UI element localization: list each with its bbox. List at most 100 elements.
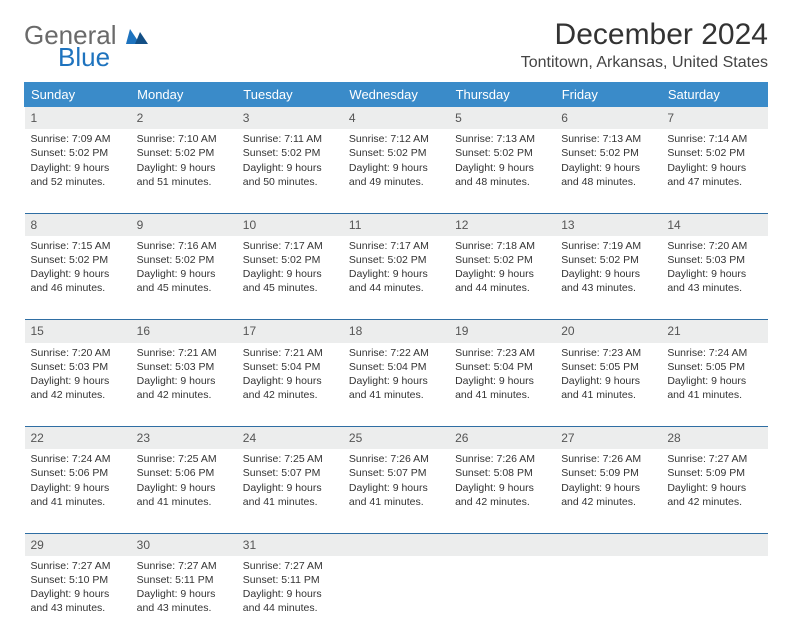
day-body-cell: Sunrise: 7:17 AMSunset: 5:02 PMDaylight:…	[237, 236, 343, 320]
sunrise-text: Sunrise: 7:10 AM	[137, 132, 231, 146]
weekday-header: Friday	[555, 83, 661, 107]
sunset-text: Sunset: 5:02 PM	[243, 146, 337, 160]
sunrise-text: Sunrise: 7:23 AM	[561, 346, 655, 360]
page-header: General Blue December 2024 Tontitown, Ar…	[24, 18, 768, 72]
day-body-row: Sunrise: 7:09 AMSunset: 5:02 PMDaylight:…	[25, 129, 768, 213]
day-body-cell: Sunrise: 7:16 AMSunset: 5:02 PMDaylight:…	[131, 236, 237, 320]
day-body-cell: Sunrise: 7:17 AMSunset: 5:02 PMDaylight:…	[343, 236, 449, 320]
day-number-cell: 7	[661, 107, 767, 130]
day-number-cell	[555, 533, 661, 556]
day-body-cell: Sunrise: 7:14 AMSunset: 5:02 PMDaylight:…	[661, 129, 767, 213]
sunset-text: Sunset: 5:09 PM	[667, 466, 761, 480]
day-body-cell	[343, 556, 449, 640]
day-number-cell: 3	[237, 107, 343, 130]
weekday-header: Wednesday	[343, 83, 449, 107]
daylight-text: Daylight: 9 hours and 51 minutes.	[137, 161, 231, 189]
daylight-text: Daylight: 9 hours and 42 minutes.	[561, 481, 655, 509]
day-body-cell	[449, 556, 555, 640]
day-number-cell: 2	[131, 107, 237, 130]
daylight-text: Daylight: 9 hours and 43 minutes.	[31, 587, 125, 615]
logo-mark-icon	[126, 26, 148, 44]
day-number-cell: 29	[25, 533, 131, 556]
day-number-cell: 16	[131, 320, 237, 343]
sunset-text: Sunset: 5:09 PM	[561, 466, 655, 480]
daylight-text: Daylight: 9 hours and 42 minutes.	[455, 481, 549, 509]
daylight-text: Daylight: 9 hours and 45 minutes.	[137, 267, 231, 295]
daylight-text: Daylight: 9 hours and 41 minutes.	[349, 374, 443, 402]
sunset-text: Sunset: 5:02 PM	[349, 253, 443, 267]
day-body-cell: Sunrise: 7:09 AMSunset: 5:02 PMDaylight:…	[25, 129, 131, 213]
sunrise-text: Sunrise: 7:23 AM	[455, 346, 549, 360]
daylight-text: Daylight: 9 hours and 50 minutes.	[243, 161, 337, 189]
sunrise-text: Sunrise: 7:21 AM	[137, 346, 231, 360]
daylight-text: Daylight: 9 hours and 43 minutes.	[561, 267, 655, 295]
day-body-cell: Sunrise: 7:12 AMSunset: 5:02 PMDaylight:…	[343, 129, 449, 213]
day-number-cell	[661, 533, 767, 556]
day-body-cell: Sunrise: 7:24 AMSunset: 5:05 PMDaylight:…	[661, 343, 767, 427]
sunrise-text: Sunrise: 7:27 AM	[667, 452, 761, 466]
day-number: 30	[137, 538, 150, 552]
day-body-row: Sunrise: 7:20 AMSunset: 5:03 PMDaylight:…	[25, 343, 768, 427]
day-body-cell: Sunrise: 7:27 AMSunset: 5:11 PMDaylight:…	[237, 556, 343, 640]
day-body-row: Sunrise: 7:15 AMSunset: 5:02 PMDaylight:…	[25, 236, 768, 320]
sunrise-text: Sunrise: 7:21 AM	[243, 346, 337, 360]
weekday-header: Thursday	[449, 83, 555, 107]
day-body-cell: Sunrise: 7:25 AMSunset: 5:06 PMDaylight:…	[131, 449, 237, 533]
sunset-text: Sunset: 5:02 PM	[667, 146, 761, 160]
sunrise-text: Sunrise: 7:20 AM	[667, 239, 761, 253]
sunset-text: Sunset: 5:11 PM	[137, 573, 231, 587]
sunset-text: Sunset: 5:02 PM	[455, 253, 549, 267]
day-number: 8	[31, 218, 38, 232]
sunrise-text: Sunrise: 7:26 AM	[455, 452, 549, 466]
day-number-cell: 11	[343, 213, 449, 236]
day-number-cell	[343, 533, 449, 556]
daylight-text: Daylight: 9 hours and 47 minutes.	[667, 161, 761, 189]
sunset-text: Sunset: 5:11 PM	[243, 573, 337, 587]
sunset-text: Sunset: 5:02 PM	[137, 146, 231, 160]
daylight-text: Daylight: 9 hours and 42 minutes.	[31, 374, 125, 402]
day-number: 14	[667, 218, 680, 232]
day-number-cell: 15	[25, 320, 131, 343]
sunrise-text: Sunrise: 7:15 AM	[31, 239, 125, 253]
day-body-cell: Sunrise: 7:21 AMSunset: 5:04 PMDaylight:…	[237, 343, 343, 427]
day-number: 26	[455, 431, 468, 445]
day-number: 20	[561, 324, 574, 338]
day-number: 24	[243, 431, 256, 445]
day-number-row: 1234567	[25, 107, 768, 130]
day-number-cell: 22	[25, 427, 131, 450]
sunrise-text: Sunrise: 7:24 AM	[667, 346, 761, 360]
weekday-header-row: Sunday Monday Tuesday Wednesday Thursday…	[25, 83, 768, 107]
day-number-cell: 9	[131, 213, 237, 236]
day-number-cell: 1	[25, 107, 131, 130]
sunset-text: Sunset: 5:02 PM	[561, 253, 655, 267]
day-body-cell: Sunrise: 7:27 AMSunset: 5:11 PMDaylight:…	[131, 556, 237, 640]
day-body-cell: Sunrise: 7:25 AMSunset: 5:07 PMDaylight:…	[237, 449, 343, 533]
day-number: 29	[31, 538, 44, 552]
logo-text-blue: Blue	[58, 44, 148, 70]
sunrise-text: Sunrise: 7:26 AM	[561, 452, 655, 466]
day-number: 23	[137, 431, 150, 445]
daylight-text: Daylight: 9 hours and 41 minutes.	[31, 481, 125, 509]
day-number: 10	[243, 218, 256, 232]
day-number: 21	[667, 324, 680, 338]
daylight-text: Daylight: 9 hours and 42 minutes.	[243, 374, 337, 402]
day-body-cell: Sunrise: 7:26 AMSunset: 5:09 PMDaylight:…	[555, 449, 661, 533]
daylight-text: Daylight: 9 hours and 41 minutes.	[349, 481, 443, 509]
day-number-row: 22232425262728	[25, 427, 768, 450]
sunset-text: Sunset: 5:07 PM	[349, 466, 443, 480]
day-number-cell: 12	[449, 213, 555, 236]
day-body-cell: Sunrise: 7:10 AMSunset: 5:02 PMDaylight:…	[131, 129, 237, 213]
logo: General Blue	[24, 18, 148, 70]
sunrise-text: Sunrise: 7:12 AM	[349, 132, 443, 146]
day-number-cell: 20	[555, 320, 661, 343]
sunset-text: Sunset: 5:02 PM	[31, 253, 125, 267]
sunset-text: Sunset: 5:05 PM	[561, 360, 655, 374]
daylight-text: Daylight: 9 hours and 42 minutes.	[137, 374, 231, 402]
day-number: 15	[31, 324, 44, 338]
daylight-text: Daylight: 9 hours and 43 minutes.	[667, 267, 761, 295]
daylight-text: Daylight: 9 hours and 52 minutes.	[31, 161, 125, 189]
sunset-text: Sunset: 5:04 PM	[349, 360, 443, 374]
sunrise-text: Sunrise: 7:27 AM	[31, 559, 125, 573]
day-number-cell: 14	[661, 213, 767, 236]
day-number: 17	[243, 324, 256, 338]
